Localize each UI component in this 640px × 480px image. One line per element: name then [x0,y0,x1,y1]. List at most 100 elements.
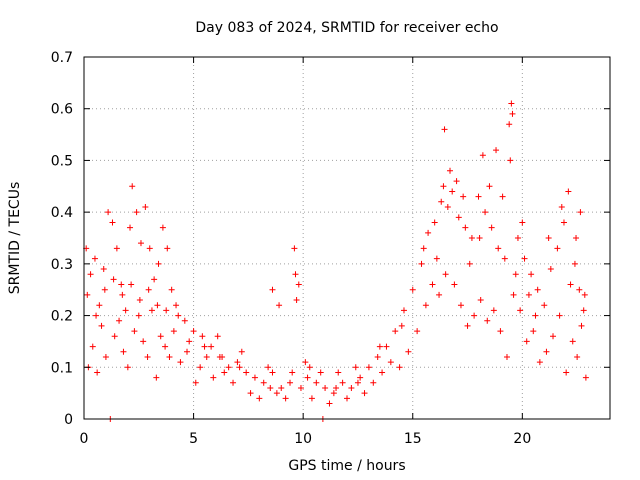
data-point [145,286,152,293]
data-point [348,384,355,391]
data-point [154,302,161,309]
data-point [230,379,237,386]
data-point [569,338,576,345]
data-point [135,312,142,319]
data-point [577,209,584,216]
data-point [100,266,107,273]
data-point [335,369,342,376]
data-point [573,235,580,241]
data-point [168,286,175,293]
y-axis-label: SRMTID / TECUs [7,182,23,295]
data-point [486,183,493,190]
data-point [173,302,180,309]
data-point [238,348,245,355]
data-point [96,302,103,309]
data-point [528,271,535,278]
data-point [186,338,193,345]
data-point [479,152,486,159]
data-point [525,291,532,298]
data-point [534,286,541,293]
y-tick-label: 0.3 [51,257,73,273]
data-point [313,379,320,386]
data-point [379,369,386,376]
data-point [110,276,117,283]
y-tick-label: 0.6 [51,102,73,118]
data-point [155,260,162,267]
data-point [98,322,105,329]
data-point [543,348,550,355]
data-point [383,343,390,350]
data-point [576,286,583,293]
data-point [440,183,447,190]
data-point [396,364,403,371]
data-point [269,369,276,376]
data-point [287,379,294,386]
plot-frame [83,56,611,420]
data-point [510,291,517,298]
data-point [580,307,587,314]
data-point [190,328,197,335]
data-point [295,281,302,288]
data-point [433,255,440,262]
data-point [124,364,131,371]
data-point [118,281,125,288]
data-point [175,312,182,319]
data-point [453,178,460,185]
data-point [523,338,530,345]
y-tick-label: 0.2 [51,309,73,325]
data-point [330,390,337,397]
data-point [471,312,478,319]
data-point [536,359,543,366]
data-point [102,353,109,360]
data-point [251,374,258,381]
data-point [468,235,475,241]
data-point [306,364,313,371]
x-axis-label: GPS time / hours [288,458,405,474]
data-point [554,245,561,252]
data-point [514,235,521,241]
data-point [297,384,304,391]
y-tick-label: 0.4 [51,205,73,221]
data-point [128,281,135,288]
data-point [157,333,164,340]
data-point [447,167,454,174]
data-point [140,338,147,345]
data-point [476,235,483,241]
data-point [111,333,118,340]
data-point [429,281,436,288]
data-point [113,245,120,252]
chart-title: Day 083 of 2024, SRMTID for receiver ech… [195,20,498,36]
data-point [558,203,565,210]
data-point [208,343,215,350]
data-point [464,322,471,329]
data-point [119,291,126,298]
data-point [477,297,484,304]
data-point [144,353,151,360]
data-point [199,333,206,340]
data-point [236,364,243,371]
x-tick-label: 0 [80,431,89,447]
data-point [256,395,263,402]
data-point [308,395,315,402]
data-point [482,209,489,216]
data-point [87,271,94,278]
data-point [177,359,184,366]
data-point [120,348,127,355]
data-point [357,374,364,381]
data-point [567,281,574,288]
data-point [398,322,405,329]
data-point [501,255,508,262]
data-point [365,364,372,371]
data-point [292,271,299,278]
data-point [354,379,361,386]
data-point [163,307,170,314]
data-point [282,395,289,402]
y-tick-label: 0.5 [51,153,73,169]
data-point [247,390,254,397]
data-point [438,198,445,205]
data-point [420,245,427,252]
data-point [517,307,524,314]
data-point [109,219,116,226]
data-point [441,126,448,133]
data-point [370,379,377,386]
